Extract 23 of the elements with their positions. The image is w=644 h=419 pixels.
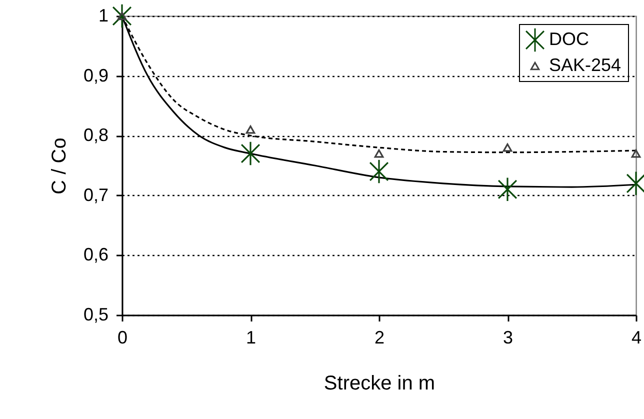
y-tick-label: 1: [98, 6, 108, 26]
y-tick-label: 0,7: [83, 184, 108, 205]
point: [631, 149, 641, 158]
x-tick-label: 3: [502, 328, 514, 348]
x-axis-title: Strecke in m: [324, 372, 436, 394]
point: [498, 176, 518, 202]
y-tick-label: 0,9: [83, 65, 108, 86]
point: [240, 141, 260, 166]
x-tick-label: 2: [374, 328, 385, 348]
point: [246, 125, 256, 134]
y-axis-title: C / Co: [48, 138, 70, 194]
legend-label: SAK-254: [549, 55, 622, 75]
point: [369, 159, 389, 184]
point: [374, 149, 384, 158]
legend-label: DOC: [549, 29, 589, 49]
x-tick-label: 1: [246, 328, 256, 348]
y-tick-label: 0,6: [83, 244, 108, 265]
x-tick-label: 4: [631, 328, 642, 348]
y-tick-label: 0,5: [83, 304, 108, 324]
x-tick-label: 0: [117, 328, 128, 348]
point: [112, 4, 132, 28]
y-tick-label: 0,8: [83, 125, 108, 146]
point: [502, 143, 512, 152]
